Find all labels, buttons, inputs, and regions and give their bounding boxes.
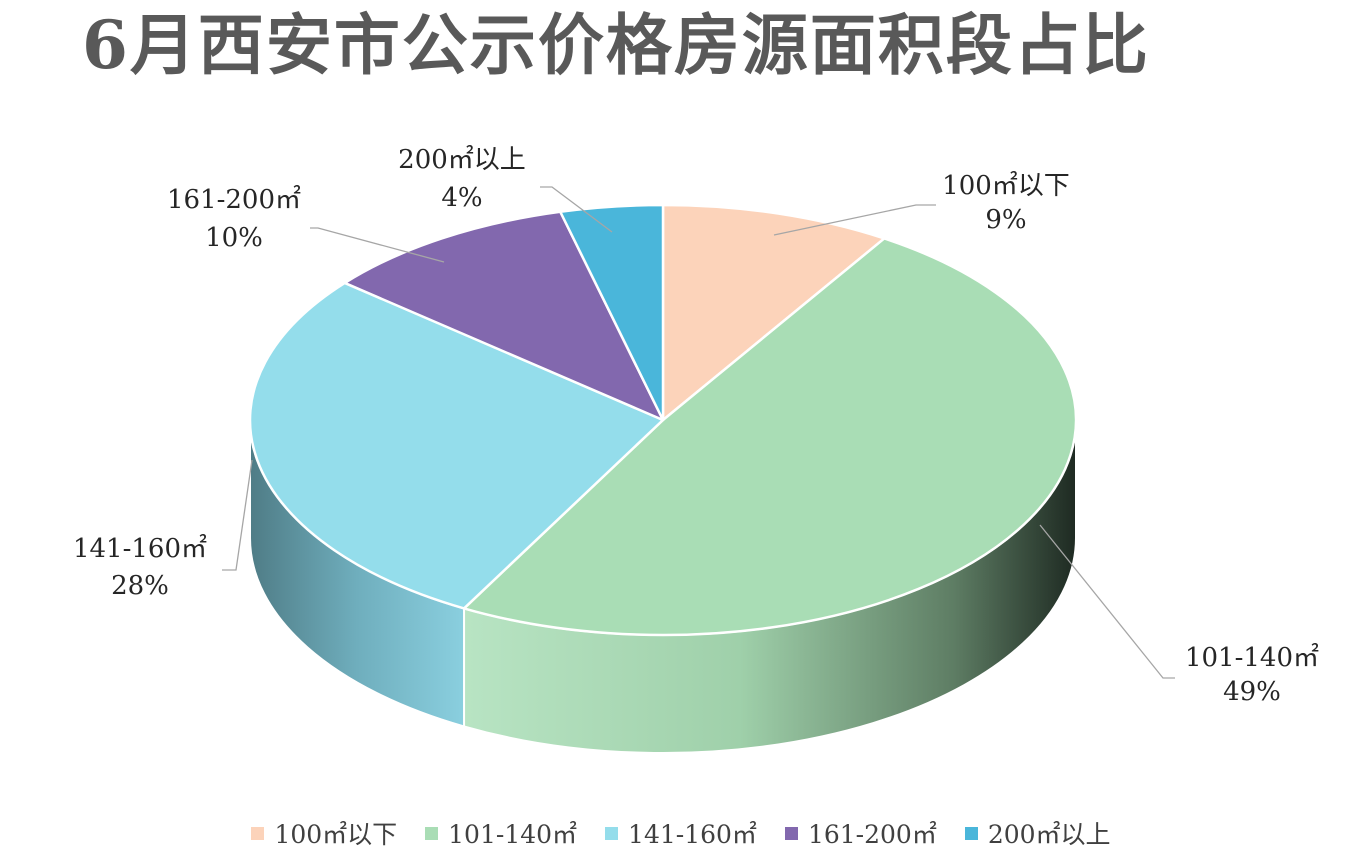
legend-swatch-1 — [425, 826, 439, 840]
data-label-value-2: 28% — [111, 571, 169, 601]
data-label-value-0: 9% — [985, 205, 1026, 235]
data-label-category-3: 161-200㎡ — [167, 185, 301, 215]
leader-line-1 — [1039, 524, 1175, 679]
leader-line-0 — [773, 204, 936, 236]
pie-slice-2 — [248, 281, 665, 610]
legend-label-0: 100㎡以下 — [274, 820, 398, 849]
pie-slice-1 — [462, 237, 1078, 637]
data-label-category-2: 141-160㎡ — [73, 534, 207, 564]
legend-swatch-4 — [964, 826, 978, 840]
legend-item-3: 161-200㎡ — [784, 815, 937, 851]
legend-label-1: 101-140㎡ — [448, 820, 578, 849]
data-label-category-1: 101-140㎡ — [1185, 643, 1319, 673]
chart-title: 6月西安市公示价格房源面积段占比 — [82, 6, 1150, 84]
legend-label-3: 161-200㎡ — [807, 820, 937, 849]
legend-swatch-2 — [605, 826, 619, 840]
leader-line-3 — [310, 227, 445, 263]
pie-chart: 100㎡以下 9% 101-140㎡ 49% 141-160㎡ 28% 161-200㎡ 10… — [73, 145, 1319, 754]
legend-item-2: 141-160㎡ — [605, 815, 757, 851]
data-label-category-0: 100㎡以下 — [942, 171, 1070, 201]
data-label-value-3: 10% — [205, 223, 263, 253]
data-label-value-1: 49% — [1223, 677, 1281, 707]
data-label-category-4: 200㎡以上 — [398, 145, 526, 175]
pie-slice-0 — [661, 203, 886, 422]
leader-line-4 — [540, 186, 613, 233]
data-label-value-4: 4% — [441, 183, 482, 213]
pie-slice-4 — [559, 203, 665, 422]
legend-label-2: 141-160㎡ — [628, 820, 757, 849]
legend-swatch-3 — [784, 826, 798, 840]
pie-slice-3 — [343, 210, 665, 422]
legend: 100㎡以下 101-140㎡ 141-160㎡ 161-200㎡ 200㎡以上 — [0, 808, 1362, 858]
leader-line-2 — [222, 459, 253, 571]
legend-label-4: 200㎡以上 — [987, 820, 1111, 849]
legend-item-1: 101-140㎡ — [425, 815, 577, 851]
legend-swatch-0 — [251, 826, 265, 840]
legend-item-4: 200㎡以上 — [964, 815, 1111, 851]
legend-item-0: 100㎡以下 — [251, 815, 397, 851]
